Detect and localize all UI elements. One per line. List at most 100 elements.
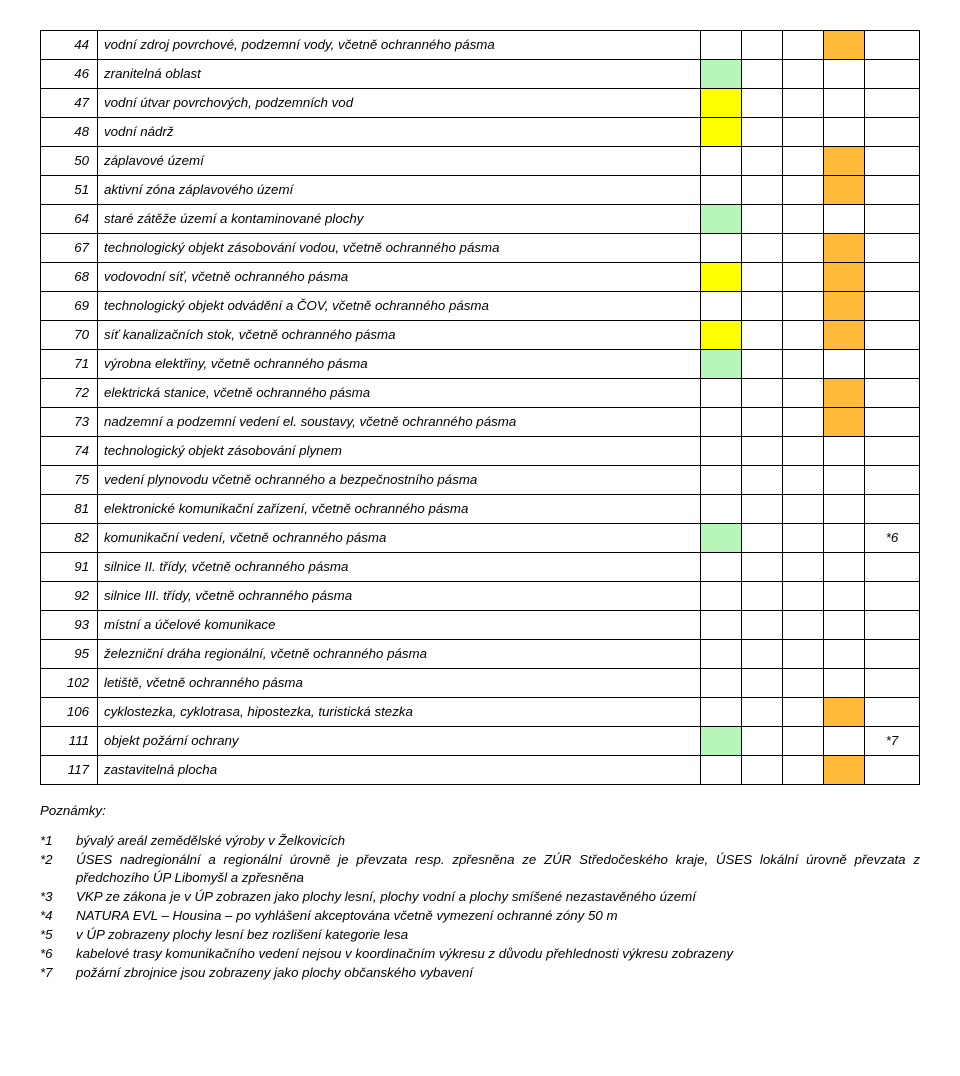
data-table: 44vodní zdroj povrchové, podzemní vody, … bbox=[40, 30, 920, 785]
note-item: *6kabelové trasy komunikačního vedení ne… bbox=[40, 945, 920, 963]
row-number: 44 bbox=[41, 31, 98, 60]
notes-list: *1bývalý areál zemědělské výroby v Želko… bbox=[40, 832, 920, 982]
row-number: 102 bbox=[41, 669, 98, 698]
color-cell bbox=[742, 640, 783, 669]
table-row: 51aktivní zóna záplavového území bbox=[41, 176, 920, 205]
color-cell bbox=[824, 234, 865, 263]
color-cell bbox=[783, 60, 824, 89]
color-cell bbox=[701, 727, 742, 756]
row-note bbox=[865, 263, 920, 292]
color-cell bbox=[701, 321, 742, 350]
color-cell bbox=[824, 698, 865, 727]
row-number: 95 bbox=[41, 640, 98, 669]
color-cell bbox=[742, 31, 783, 60]
color-cell bbox=[783, 379, 824, 408]
note-key: *4 bbox=[40, 907, 76, 925]
color-cell bbox=[701, 292, 742, 321]
color-cell bbox=[742, 321, 783, 350]
row-note bbox=[865, 582, 920, 611]
color-cell bbox=[783, 495, 824, 524]
row-description: vedení plynovodu včetně ochranného a bez… bbox=[98, 466, 701, 495]
color-cell bbox=[783, 640, 824, 669]
note-text: kabelové trasy komunikačního vedení nejs… bbox=[76, 945, 920, 963]
color-cell bbox=[701, 669, 742, 698]
row-note bbox=[865, 437, 920, 466]
color-cell bbox=[824, 31, 865, 60]
color-cell bbox=[742, 176, 783, 205]
color-cell bbox=[824, 60, 865, 89]
row-description: elektrická stanice, včetně ochranného pá… bbox=[98, 379, 701, 408]
row-number: 75 bbox=[41, 466, 98, 495]
row-note bbox=[865, 408, 920, 437]
table-row: 48vodní nádrž bbox=[41, 118, 920, 147]
color-cell bbox=[701, 640, 742, 669]
color-cell bbox=[783, 611, 824, 640]
row-number: 48 bbox=[41, 118, 98, 147]
color-cell bbox=[701, 350, 742, 379]
color-cell bbox=[742, 466, 783, 495]
color-cell bbox=[783, 292, 824, 321]
note-text: ÚSES nadregionální a regionální úrovně j… bbox=[76, 851, 920, 887]
table-row: 95železniční dráha regionální, včetně oc… bbox=[41, 640, 920, 669]
color-cell bbox=[742, 524, 783, 553]
color-cell bbox=[824, 350, 865, 379]
color-cell bbox=[701, 176, 742, 205]
color-cell bbox=[742, 437, 783, 466]
row-note bbox=[865, 466, 920, 495]
row-description: vodní nádrž bbox=[98, 118, 701, 147]
row-description: cyklostezka, cyklotrasa, hipostezka, tur… bbox=[98, 698, 701, 727]
row-number: 111 bbox=[41, 727, 98, 756]
note-item: *5v ÚP zobrazeny plochy lesní bez rozliš… bbox=[40, 926, 920, 944]
color-cell bbox=[783, 176, 824, 205]
note-item: *4NATURA EVL – Housina – po vyhlášení ak… bbox=[40, 907, 920, 925]
row-note bbox=[865, 379, 920, 408]
row-description: síť kanalizačních stok, včetně ochrannéh… bbox=[98, 321, 701, 350]
table-row: 70síť kanalizačních stok, včetně ochrann… bbox=[41, 321, 920, 350]
color-cell bbox=[824, 524, 865, 553]
row-note bbox=[865, 495, 920, 524]
color-cell bbox=[824, 408, 865, 437]
note-key: *2 bbox=[40, 851, 76, 887]
color-cell bbox=[742, 60, 783, 89]
row-description: elektronické komunikační zařízení, včetn… bbox=[98, 495, 701, 524]
row-number: 91 bbox=[41, 553, 98, 582]
row-number: 74 bbox=[41, 437, 98, 466]
color-cell bbox=[783, 756, 824, 785]
color-cell bbox=[783, 118, 824, 147]
row-description: vodovodní síť, včetně ochranného pásma bbox=[98, 263, 701, 292]
color-cell bbox=[824, 292, 865, 321]
table-row: 47vodní útvar povrchových, podzemních vo… bbox=[41, 89, 920, 118]
color-cell bbox=[824, 611, 865, 640]
row-note bbox=[865, 321, 920, 350]
row-number: 50 bbox=[41, 147, 98, 176]
table-row: 64staré zátěže území a kontaminované plo… bbox=[41, 205, 920, 234]
color-cell bbox=[824, 466, 865, 495]
row-description: vodní zdroj povrchové, podzemní vody, vč… bbox=[98, 31, 701, 60]
table-row: 67technologický objekt zásobování vodou,… bbox=[41, 234, 920, 263]
table-row: 73nadzemní a podzemní vedení el. soustav… bbox=[41, 408, 920, 437]
color-cell bbox=[824, 495, 865, 524]
color-cell bbox=[742, 292, 783, 321]
color-cell bbox=[701, 379, 742, 408]
color-cell bbox=[742, 408, 783, 437]
note-key: *3 bbox=[40, 888, 76, 906]
row-description: výrobna elektřiny, včetně ochranného pás… bbox=[98, 350, 701, 379]
row-note bbox=[865, 292, 920, 321]
table-row: 91silnice II. třídy, včetně ochranného p… bbox=[41, 553, 920, 582]
table-row: 74technologický objekt zásobování plynem bbox=[41, 437, 920, 466]
row-description: aktivní zóna záplavového území bbox=[98, 176, 701, 205]
color-cell bbox=[783, 437, 824, 466]
color-cell bbox=[783, 89, 824, 118]
color-cell bbox=[742, 698, 783, 727]
row-note bbox=[865, 31, 920, 60]
color-cell bbox=[742, 727, 783, 756]
color-cell bbox=[783, 669, 824, 698]
color-cell bbox=[783, 582, 824, 611]
row-description: nadzemní a podzemní vedení el. soustavy,… bbox=[98, 408, 701, 437]
color-cell bbox=[824, 640, 865, 669]
table-row: 82komunikační vedení, včetně ochranného … bbox=[41, 524, 920, 553]
color-cell bbox=[824, 263, 865, 292]
row-note bbox=[865, 89, 920, 118]
table-row: 71výrobna elektřiny, včetně ochranného p… bbox=[41, 350, 920, 379]
color-cell bbox=[701, 524, 742, 553]
